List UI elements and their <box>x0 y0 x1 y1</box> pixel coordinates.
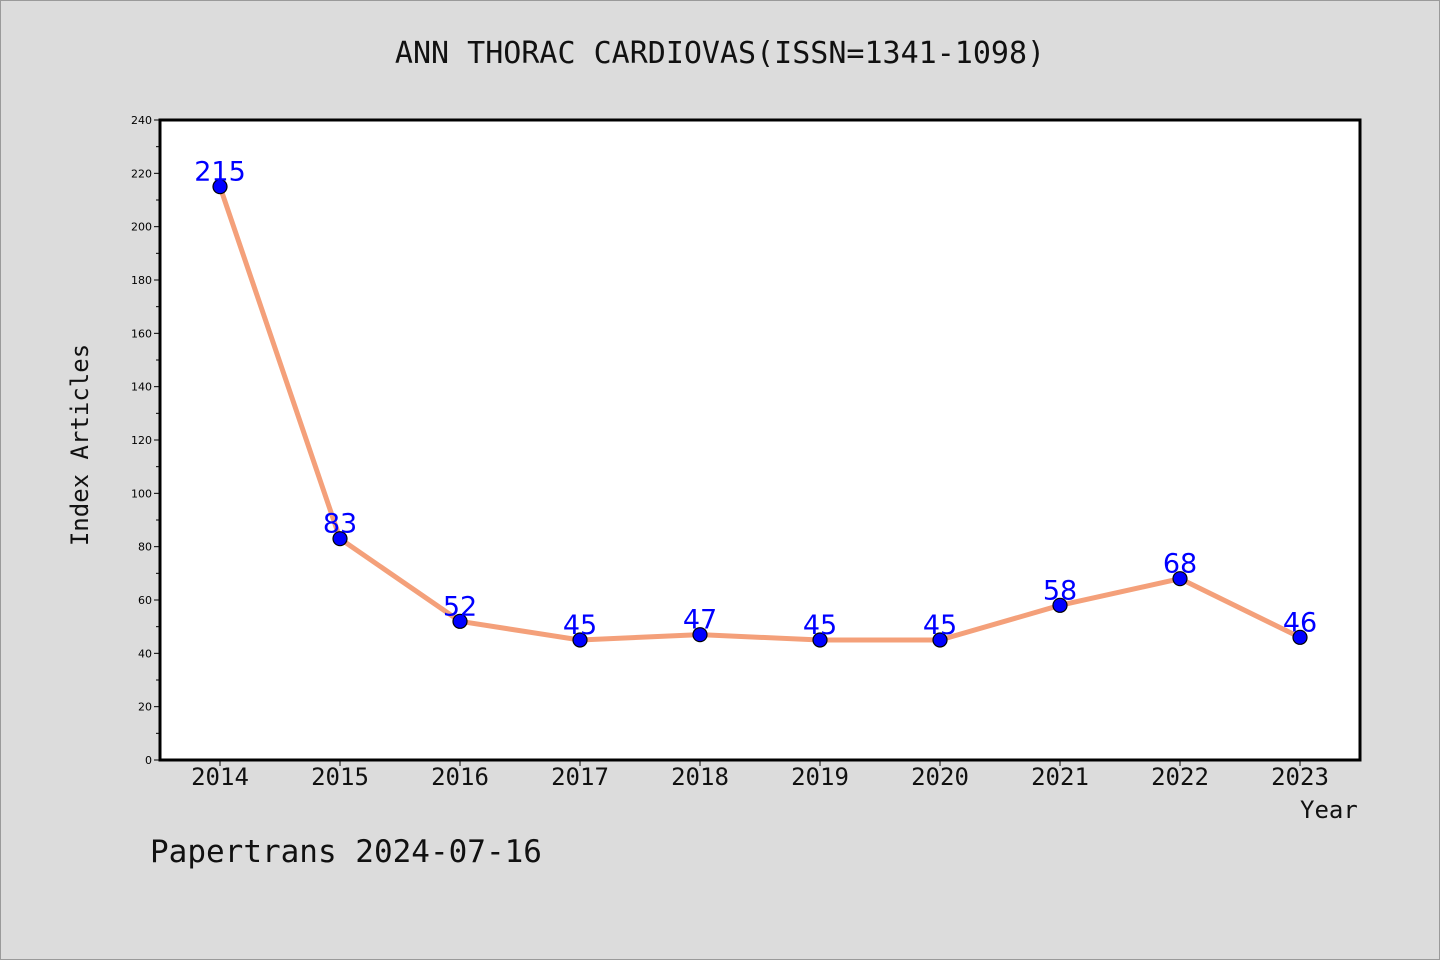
y-tick-label: 220 <box>131 167 152 180</box>
x-tick-label: 2021 <box>1031 763 1089 791</box>
data-point <box>812 632 828 648</box>
series-line <box>217 185 1302 643</box>
x-tick-label: 2014 <box>191 763 249 791</box>
x-tick-label: 2023 <box>1271 763 1329 791</box>
y-tick-label: 140 <box>131 381 152 394</box>
data-label: 68 <box>1163 549 1197 580</box>
data-point <box>452 613 468 629</box>
y-axis-label: Index Articles <box>66 343 94 547</box>
y-tick-label: 200 <box>131 221 152 234</box>
x-axis-ticks: 2014 2015 2016 2017 2018 2019 2020 2021 2022 2023 <box>191 760 1329 791</box>
footer-note: Papertrans 2024-07-16 <box>150 834 542 870</box>
data-point <box>572 632 588 648</box>
data-label: 45 <box>803 610 837 641</box>
data-point <box>1172 571 1188 587</box>
x-tick-label: 2019 <box>791 763 849 791</box>
data-point <box>332 531 348 547</box>
y-tick-label: 160 <box>131 327 152 340</box>
y-tick-label: 120 <box>131 434 152 447</box>
data-label: 52 <box>443 591 477 622</box>
y-tick-label: 180 <box>131 274 152 287</box>
data-label: 46 <box>1283 607 1317 638</box>
x-tick-label: 2018 <box>671 763 729 791</box>
y-axis-ticks: 0 20 40 60 80 100 120 140 160 180 200 220 240 <box>131 114 160 767</box>
data-point <box>692 627 708 643</box>
x-tick-label: 2017 <box>551 763 609 791</box>
data-point <box>1292 629 1308 645</box>
y-tick-label: 100 <box>131 487 152 500</box>
data-point <box>212 179 228 195</box>
data-point <box>932 632 948 648</box>
y-tick-label: 240 <box>131 114 152 127</box>
y-tick-label: 20 <box>138 701 152 714</box>
data-label: 47 <box>683 605 717 636</box>
y-tick-label: 40 <box>138 647 152 660</box>
x-tick-label: 2020 <box>911 763 969 791</box>
y-tick-label: 60 <box>138 594 152 607</box>
plot-area <box>158 118 1362 762</box>
x-tick-label: 2015 <box>311 763 369 791</box>
chart-title: ANN THORAC CARDIOVAS(ISSN=1341-1098) <box>394 36 1046 71</box>
x-tick-label: 2022 <box>1151 763 1209 791</box>
y-tick-label: 80 <box>138 541 152 554</box>
series-layer <box>212 179 1308 648</box>
data-label: 83 <box>323 509 357 540</box>
data-point <box>1052 597 1068 613</box>
data-label: 45 <box>563 610 597 641</box>
x-tick-label: 2016 <box>431 763 489 791</box>
data-label: 215 <box>194 157 246 188</box>
x-axis-label: Year <box>1300 796 1358 824</box>
data-label: 58 <box>1043 575 1077 606</box>
data-label-layer: 215 83 52 45 47 45 45 58 68 46 <box>194 157 1317 641</box>
y-tick-label: 0 <box>145 754 152 767</box>
data-label: 45 <box>923 610 957 641</box>
